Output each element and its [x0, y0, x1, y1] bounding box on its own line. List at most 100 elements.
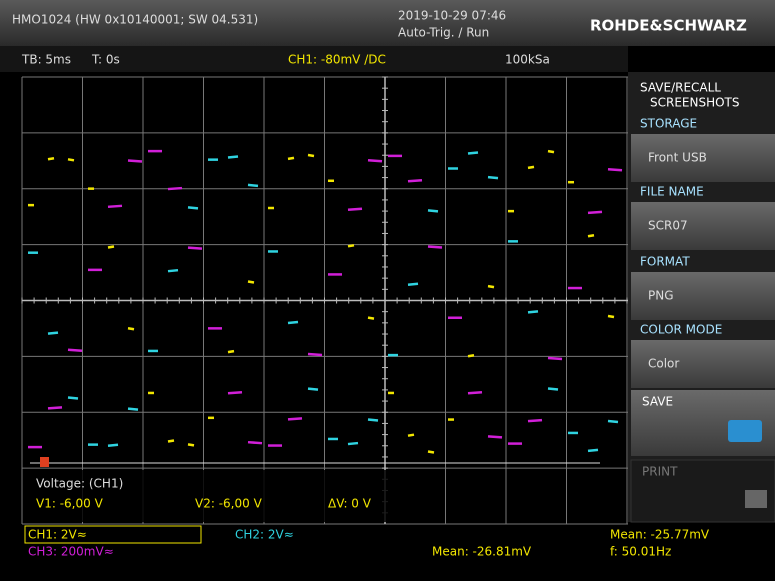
trace-fragment [127, 327, 135, 331]
cursor-title: Voltage: (CH1) [36, 477, 123, 491]
menu-button[interactable] [631, 340, 775, 388]
trace-fragment [247, 183, 259, 188]
trace-fragment [227, 349, 235, 354]
trace-fragment [167, 186, 183, 191]
trace-fragment [227, 155, 239, 159]
trace-fragment [407, 433, 415, 437]
trace-fragment [167, 439, 175, 443]
trace-fragment [527, 165, 535, 170]
menu-button[interactable] [631, 272, 775, 320]
menu-header: FILE NAME [640, 185, 704, 199]
menu-value[interactable]: Front USB [648, 151, 707, 165]
menu-value[interactable]: PNG [648, 289, 674, 303]
menu-button[interactable] [631, 202, 775, 250]
trace-fragment [107, 443, 119, 448]
trace-fragment [487, 435, 503, 439]
cursor-v1: V1: -6,00 V [36, 497, 104, 511]
frequency: f: 50.01Hz [610, 545, 671, 559]
trace-fragment [347, 207, 363, 211]
trace-fragment [107, 245, 115, 249]
trace-fragment [247, 440, 263, 445]
status-bar [0, 46, 628, 72]
cursor-marker [40, 457, 49, 467]
cursor-panel [24, 470, 394, 522]
trace-fragment [287, 156, 295, 161]
print-icon [745, 490, 767, 508]
trace-fragment [587, 210, 603, 215]
ch1-box[interactable] [24, 525, 202, 544]
trace-fragment [467, 353, 475, 358]
trace-fragment [547, 387, 559, 391]
trace-fragment [307, 387, 319, 391]
menu-value[interactable]: Color [648, 357, 679, 371]
trace-fragment [607, 419, 619, 424]
menu-button[interactable] [631, 134, 775, 182]
trace-fragment [127, 159, 143, 163]
graticule [21, 76, 628, 525]
trace-fragment [427, 245, 443, 249]
trace-fragment [427, 209, 439, 213]
menu-title: SAVE/RECALL [640, 81, 721, 95]
timebase: TB: 5ms [21, 53, 71, 67]
trace-fragment [587, 448, 599, 453]
trace-fragment [47, 331, 59, 335]
trace-fragment [427, 450, 435, 454]
trace-fragment [367, 418, 379, 422]
trace-fragment [367, 158, 383, 163]
trace-fragment [307, 352, 323, 357]
trace-fragment [467, 151, 479, 155]
trace-fragment [187, 443, 195, 447]
trace-fragment [287, 417, 303, 421]
menu-items: STORAGE Front USB FILE NAME SCR07 FORMAT PNG C… [631, 117, 775, 388]
trace-fragment [547, 149, 555, 154]
ch3-setting[interactable]: CH3: 200mV≈ [28, 545, 114, 559]
trace-fragment [347, 244, 355, 248]
menu-value[interactable]: SCR07 [648, 219, 688, 233]
trace-fragment [67, 396, 79, 400]
ch1-setting[interactable]: CH1: 2V≈ [28, 528, 87, 542]
menu-header: FORMAT [640, 255, 690, 269]
trace-fragment [247, 280, 255, 284]
trace-fragment [67, 348, 83, 352]
trace-fragment [107, 204, 123, 209]
menu-header: STORAGE [640, 117, 697, 131]
run-status: Auto-Trig. / Run [398, 26, 489, 40]
menu-title: SCREENSHOTS [650, 96, 740, 110]
sample-rate: 100kSa [505, 53, 550, 67]
cursor-v2: V2: -6,00 V [195, 497, 263, 511]
trace-fragment [127, 407, 139, 411]
trigger-channel: CH1: -80mV /DC [288, 53, 386, 67]
trace-fragment [67, 158, 75, 162]
cursor-delta: ΔV: 0 V [328, 497, 372, 511]
trace-fragment [47, 156, 55, 161]
trace-fragment [287, 320, 299, 325]
trace-fragment [47, 406, 63, 410]
datetime: 2019-10-29 07:46 [398, 9, 506, 23]
trace-fragment [607, 314, 615, 319]
trace-fragment [587, 234, 595, 238]
trace-fragment [407, 178, 423, 183]
trace-fragment [187, 206, 199, 210]
print-label[interactable]: PRINT [642, 465, 678, 479]
trace-fragment [547, 356, 563, 361]
ch2-setting[interactable]: CH2: 2V≈ [235, 528, 294, 542]
trace-fragment [487, 284, 495, 289]
trace-fragment [307, 153, 315, 158]
trace-fragment [607, 168, 623, 172]
trace-fragment [407, 282, 419, 287]
trace-fragment [227, 391, 243, 395]
save-icon [728, 420, 762, 442]
title-bar [0, 0, 775, 46]
trigger-time: T: 0s [91, 53, 120, 67]
trace-fragment [347, 441, 359, 446]
mean-ch3: Mean: -26.81mV [432, 545, 532, 559]
brand: ROHDE&SCHWARZ [590, 17, 747, 35]
save-label[interactable]: SAVE [642, 395, 673, 409]
device-info: HMO1024 (HW 0x10140001; SW 04.531) [12, 13, 258, 27]
trace-fragment [187, 246, 203, 250]
trace-fragment [467, 390, 483, 395]
trace-fragment [487, 175, 499, 180]
trace-fragment [527, 418, 543, 423]
